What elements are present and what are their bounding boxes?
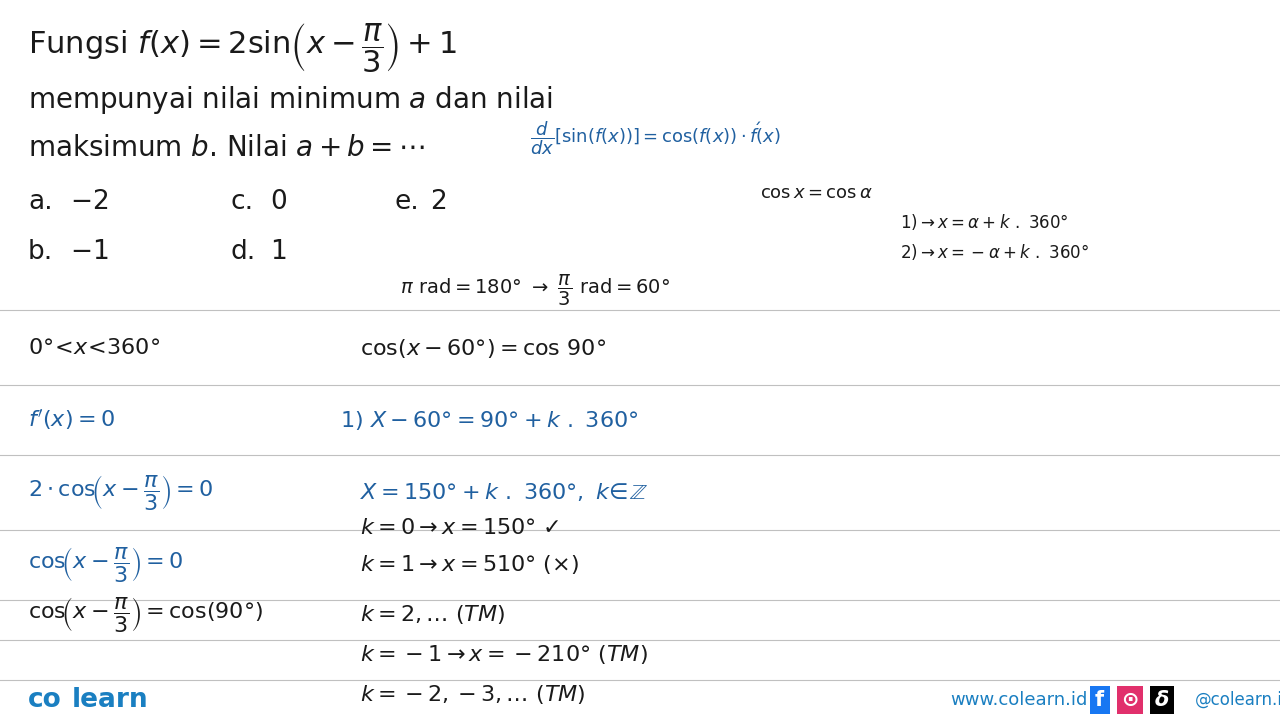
Text: e.: e. <box>396 189 420 215</box>
Text: learn: learn <box>72 687 148 713</box>
Text: $1)\ X - 60° = 90° + k\ .\ 360°$: $1)\ X - 60° = 90° + k\ .\ 360°$ <box>340 408 639 431</box>
Text: $\dfrac{d}{dx}[\sin(f(x))] = \cos(f(x)) \cdot f\'(x)$: $\dfrac{d}{dx}[\sin(f(x))] = \cos(f(x)) … <box>530 120 781 157</box>
Text: $0°\! <\! x\! <\! 360°$: $0°\! <\! x\! <\! 360°$ <box>28 338 160 358</box>
Text: a.: a. <box>28 189 52 215</box>
Text: $k = -1 \rightarrow x = -210°\ (TM)$: $k = -1 \rightarrow x = -210°\ (TM)$ <box>360 644 648 667</box>
Text: $X = 150° + k\ .\ 360°,\ k\!\in\!\mathbb{Z}$: $X = 150° + k\ .\ 360°,\ k\!\in\!\mathbb… <box>360 481 648 503</box>
Text: $k = 2,\ldots\ (TM)$: $k = 2,\ldots\ (TM)$ <box>360 603 506 626</box>
Text: $2$: $2$ <box>430 189 447 215</box>
Text: $\mathbf{\odot}$: $\mathbf{\odot}$ <box>1121 690 1139 710</box>
Text: Fungsi $f(x) = 2\sin\!\left(x - \dfrac{\pi}{3}\right) + 1$: Fungsi $f(x) = 2\sin\!\left(x - \dfrac{\… <box>28 21 457 75</box>
Text: d.: d. <box>230 239 255 265</box>
Text: @colearn.id: @colearn.id <box>1196 691 1280 709</box>
Text: maksimum $b$. Nilai $a + b = \cdots$: maksimum $b$. Nilai $a + b = \cdots$ <box>28 134 425 162</box>
Text: $-2$: $-2$ <box>70 189 109 215</box>
Text: $\pi\ \mathrm{rad} = 180°\ \rightarrow\ \dfrac{\pi}{3}\ \mathrm{rad} = 60°$: $\pi\ \mathrm{rad} = 180°\ \rightarrow\ … <box>399 272 669 307</box>
Text: $0$: $0$ <box>270 189 287 215</box>
Text: b.: b. <box>28 239 54 265</box>
Text: $\boldsymbol{\delta}$: $\boldsymbol{\delta}$ <box>1155 690 1170 710</box>
Text: $k = 1 \rightarrow x = 510°\ (\times)$: $k = 1 \rightarrow x = 510°\ (\times)$ <box>360 554 579 577</box>
Text: $2) \rightarrow x = -\alpha + k\ .\ 360°$: $2) \rightarrow x = -\alpha + k\ .\ 360°… <box>900 242 1089 262</box>
Text: $\mathrm{cos}\!\left(x - \dfrac{\pi}{3}\right) = 0$: $\mathrm{cos}\!\left(x - \dfrac{\pi}{3}\… <box>28 546 183 585</box>
Text: $f'(x) = 0$: $f'(x) = 0$ <box>28 408 115 432</box>
Text: c.: c. <box>230 189 253 215</box>
Text: $k = -2, -3,\ldots\ (TM)$: $k = -2, -3,\ldots\ (TM)$ <box>360 683 586 706</box>
Text: $2\cdot\mathrm{cos}\!\left(x - \dfrac{\pi}{3}\right) = 0$: $2\cdot\mathrm{cos}\!\left(x - \dfrac{\p… <box>28 472 214 511</box>
Text: mempunyai nilai minimum $a$ dan nilai: mempunyai nilai minimum $a$ dan nilai <box>28 84 553 116</box>
Text: $k = 0 \rightarrow x = 150°\ \checkmark$: $k = 0 \rightarrow x = 150°\ \checkmark$ <box>360 518 559 538</box>
Text: $\mathbf{f}$: $\mathbf{f}$ <box>1094 690 1106 710</box>
Text: $\mathrm{cos}\!\left(x - \dfrac{\pi}{3}\right) = \mathrm{cos}(90°)$: $\mathrm{cos}\!\left(x - \dfrac{\pi}{3}\… <box>28 595 262 634</box>
Text: $1$: $1$ <box>270 239 287 265</box>
Text: $\cos x = \cos\alpha$: $\cos x = \cos\alpha$ <box>760 184 873 202</box>
Text: $-1$: $-1$ <box>70 239 109 265</box>
Text: $1) \rightarrow x = \alpha + k\ .\ 360°$: $1) \rightarrow x = \alpha + k\ .\ 360°$ <box>900 212 1069 232</box>
Text: $\mathrm{cos}(x - 60°) = \mathrm{cos}\ 90°$: $\mathrm{cos}(x - 60°) = \mathrm{cos}\ 9… <box>360 336 605 359</box>
Text: www.colearn.id: www.colearn.id <box>950 691 1088 709</box>
Text: co: co <box>28 687 61 713</box>
